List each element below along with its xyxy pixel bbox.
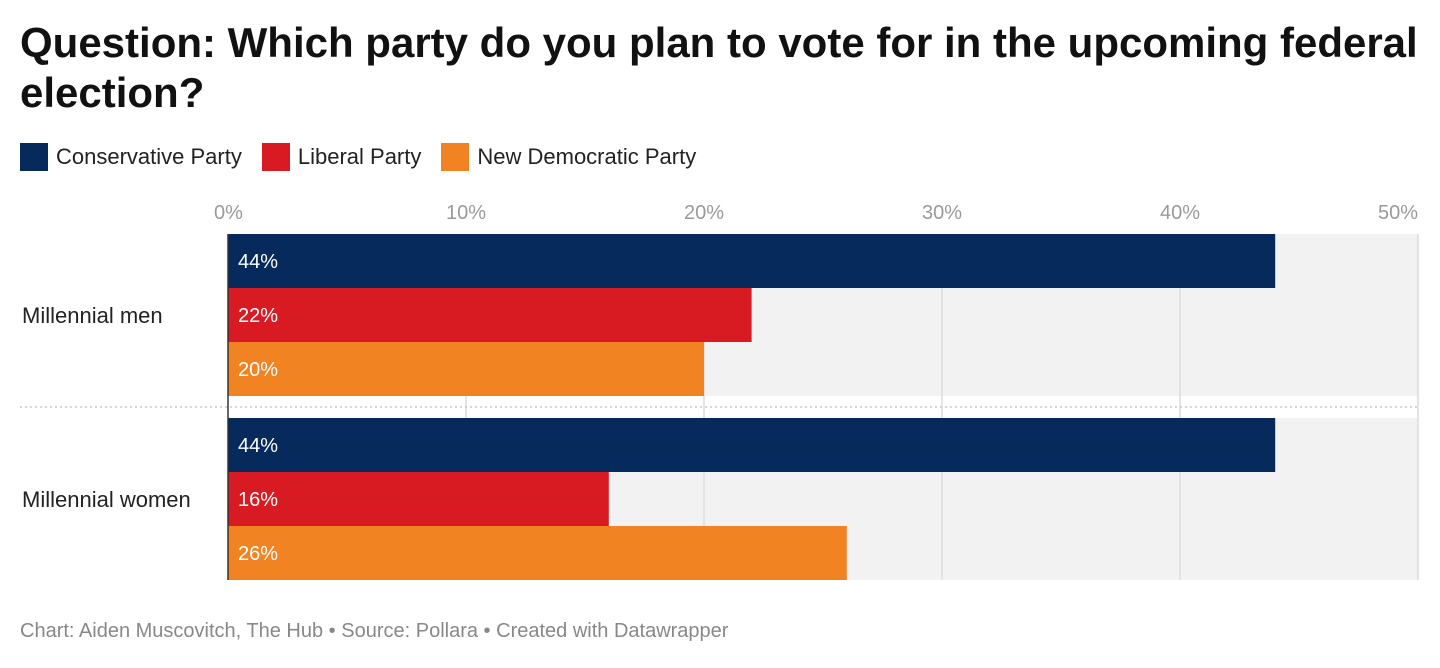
- footer-separator: •: [478, 620, 497, 642]
- legend-label-conservative: Conservative Party: [56, 144, 242, 169]
- x-tick-label: 50%: [1378, 202, 1418, 224]
- bar: [228, 288, 752, 342]
- legend-swatch-liberal: [261, 143, 290, 171]
- chart-footer: Chart: Aiden Muscovitch, The Hub • Sourc…: [20, 620, 728, 643]
- legend: Conservative Party Liberal Party New Dem…: [20, 142, 716, 172]
- x-tick-label: 30%: [922, 202, 962, 224]
- x-tick-label: 0%: [214, 202, 243, 224]
- footer-created: Created with Datawrapper: [496, 620, 729, 642]
- x-tick-label: 40%: [1160, 202, 1200, 224]
- bar: [228, 472, 609, 526]
- footer-separator: •: [323, 620, 342, 642]
- legend-swatch-ndp: [441, 143, 470, 171]
- bar-value-label: 26%: [238, 543, 278, 565]
- x-tick-label: 20%: [684, 202, 724, 224]
- bar: [228, 342, 704, 396]
- chart-title: Question: Which party do you plan to vot…: [20, 19, 1418, 116]
- bar-value-label: 20%: [238, 359, 278, 381]
- category-label: Millennial men: [22, 303, 163, 328]
- legend-item-conservative: Conservative Party: [20, 143, 242, 171]
- bar: [228, 418, 1276, 472]
- legend-label-ndp: New Democratic Party: [477, 144, 697, 169]
- footer-credit: Chart: Aiden Muscovitch, The Hub: [20, 620, 324, 642]
- bar-chart: 0% 10% 20% 30% 40% 50% 44% 22% 20% Millennial men…: [20, 202, 1419, 580]
- bar-value-label: 22%: [238, 305, 278, 327]
- legend-item-liberal: Liberal Party: [261, 143, 422, 171]
- bar: [228, 234, 1276, 288]
- legend-item-ndp: New Democratic Party: [441, 143, 696, 171]
- bar: [228, 526, 847, 580]
- bar-value-label: 44%: [238, 435, 278, 457]
- legend-label-liberal: Liberal Party: [297, 144, 422, 169]
- footer-source: Source: Pollara: [341, 620, 478, 642]
- legend-swatch-conservative: [20, 143, 48, 171]
- bar-value-label: 16%: [238, 489, 278, 511]
- bar-value-label: 44%: [238, 251, 278, 273]
- x-tick-label: 10%: [446, 202, 486, 224]
- category-label: Millennial women: [22, 487, 191, 512]
